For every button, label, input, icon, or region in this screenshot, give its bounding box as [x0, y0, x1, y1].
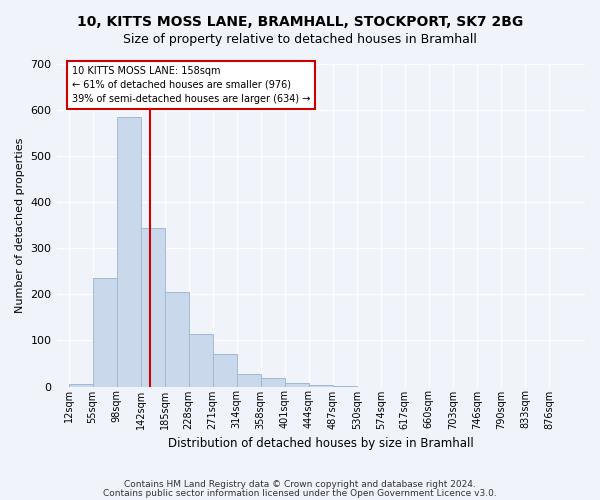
- Bar: [309, 385, 333, 386]
- X-axis label: Distribution of detached houses by size in Bramhall: Distribution of detached houses by size …: [168, 437, 473, 450]
- Y-axis label: Number of detached properties: Number of detached properties: [15, 138, 25, 313]
- Text: Size of property relative to detached houses in Bramhall: Size of property relative to detached ho…: [123, 32, 477, 46]
- Bar: [236, 374, 261, 386]
- Bar: [140, 228, 164, 386]
- Bar: [164, 292, 188, 386]
- Bar: [68, 384, 92, 386]
- Text: 10, KITTS MOSS LANE, BRAMHALL, STOCKPORT, SK7 2BG: 10, KITTS MOSS LANE, BRAMHALL, STOCKPORT…: [77, 15, 523, 29]
- Bar: [285, 383, 309, 386]
- Text: Contains HM Land Registry data © Crown copyright and database right 2024.: Contains HM Land Registry data © Crown c…: [124, 480, 476, 489]
- Bar: [261, 378, 285, 386]
- Bar: [116, 117, 140, 386]
- Bar: [92, 278, 116, 386]
- Text: 10 KITTS MOSS LANE: 158sqm
← 61% of detached houses are smaller (976)
39% of sem: 10 KITTS MOSS LANE: 158sqm ← 61% of deta…: [72, 66, 311, 104]
- Bar: [188, 334, 212, 386]
- Bar: [212, 354, 236, 386]
- Text: Contains public sector information licensed under the Open Government Licence v3: Contains public sector information licen…: [103, 488, 497, 498]
